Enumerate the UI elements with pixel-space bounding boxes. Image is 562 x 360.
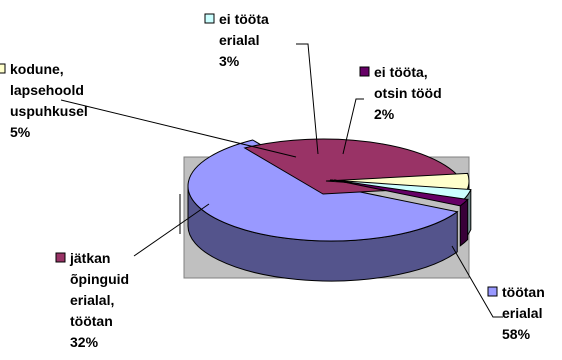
- leader-line-0: [451, 245, 503, 318]
- slice-label-line: 3%: [219, 53, 240, 69]
- slice-label-line: kodune,: [10, 61, 64, 77]
- slice-label-line: 32%: [70, 334, 99, 350]
- slice-label-line: töötan: [502, 284, 545, 300]
- legend-swatch-1: [55, 252, 66, 263]
- slice-label-line: jätkan: [69, 250, 110, 266]
- slice-label-line: 5%: [10, 124, 31, 140]
- slice-labels: töötan erialal 58% jätkan õpinguid erialal, tö…: [0, 11, 545, 350]
- slice-label-4: ei tööta, otsin tööd 2%: [359, 64, 442, 122]
- legend-swatch-0: [487, 286, 498, 297]
- slice-label-line: otsin tööd: [374, 85, 442, 101]
- legend-swatch-3: [204, 13, 215, 24]
- slice-label-line: õpinguid: [70, 271, 129, 287]
- leader-line-3: [296, 43, 319, 155]
- slice-label-line: ei tööta,: [374, 64, 428, 80]
- slice-label-line: ei tööta: [219, 11, 269, 27]
- slice-label-3: ei tööta erialal 3%: [204, 11, 269, 69]
- slice-label-line: uspuhkusel: [10, 103, 88, 119]
- slice-label-1: jätkan õpinguid erialal, töötan 32%: [55, 250, 129, 350]
- slice-label-line: lapsehoold: [10, 82, 84, 98]
- leader-line-2: [60, 99, 297, 158]
- slice-label-2: kodune, lapsehoold uspuhkusel 5%: [0, 61, 88, 140]
- leader-line-4: [342, 98, 364, 155]
- leader-lines: [60, 43, 503, 318]
- slice-label-line: töötan: [70, 313, 113, 329]
- legend-swatch-2: [0, 63, 6, 74]
- slice-side-4: [459, 198, 469, 247]
- slice-label-line: erialal: [502, 305, 542, 321]
- slice-label-line: 2%: [374, 106, 395, 122]
- pie-tops: [187, 138, 472, 242]
- slice-label-line: erialal,: [70, 292, 114, 308]
- legend-swatch-4: [359, 66, 370, 77]
- slice-top-4: [333, 179, 469, 207]
- slice-label-0: töötan erialal 58%: [487, 284, 545, 342]
- leader-line-1: [133, 203, 210, 257]
- slice-label-line: erialal: [219, 32, 259, 48]
- slice-label-line: 58%: [502, 326, 531, 342]
